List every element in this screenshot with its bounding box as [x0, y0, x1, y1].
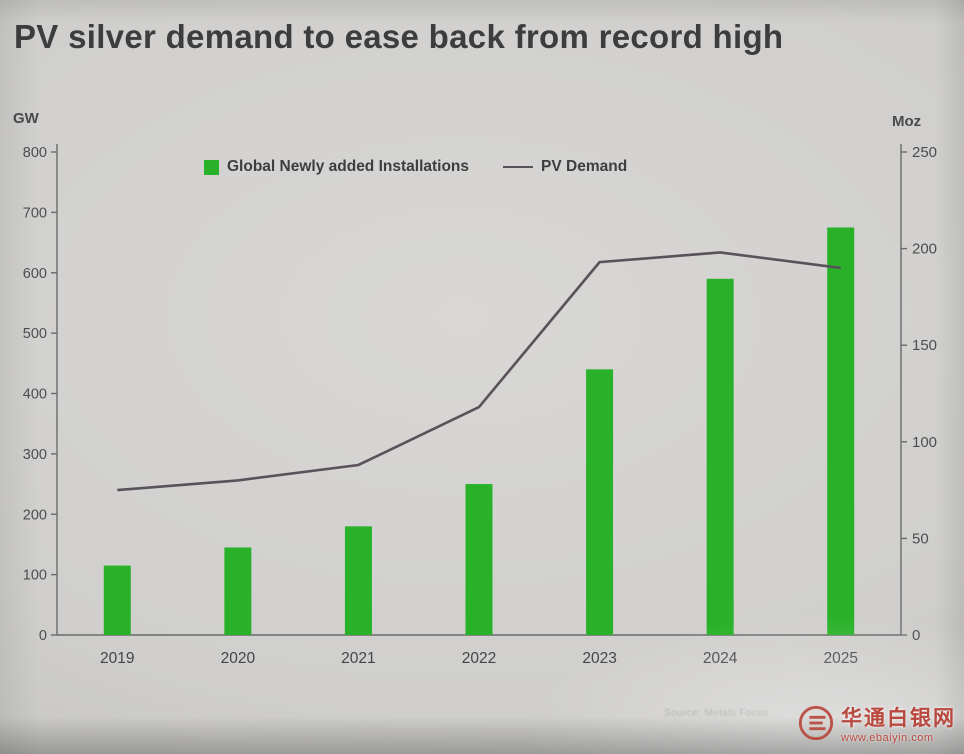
- slide-title: PV silver demand to ease back from recor…: [14, 18, 784, 55]
- right-axis-tick-label: 50: [912, 530, 929, 547]
- watermark-text: 华通白银网 www.ebaiyin.com: [841, 702, 956, 744]
- bar-2023: [586, 369, 614, 635]
- chart-legend: Global Newly added Installations PV Dema…: [204, 158, 627, 176]
- watermark-url: www.ebaiyin.com: [841, 732, 934, 744]
- left-axis-tick-label: 700: [23, 205, 47, 221]
- left-axis-tick-label: 500: [23, 326, 47, 342]
- bar-2020: [224, 547, 252, 635]
- left-axis-tick-label: 400: [23, 387, 47, 403]
- source-note: Source: Metals Focus: [664, 708, 769, 719]
- right-axis-unit-label: Moz: [892, 113, 922, 130]
- right-axis-tick-label: 250: [912, 144, 937, 161]
- pv-demand-line: [117, 251, 841, 492]
- x-tick-label-2025: 2025: [823, 650, 857, 667]
- left-axis-tick-label: 200: [23, 507, 47, 523]
- x-tick-label-2023: 2023: [582, 650, 616, 667]
- watermark: 华通白银网 www.ebaiyin.com: [797, 702, 956, 744]
- bar-2025: [827, 227, 855, 635]
- x-tick-label-2022: 2022: [462, 650, 496, 667]
- x-tick-label-2021: 2021: [341, 650, 375, 667]
- right-axis-tick-label: 100: [912, 434, 937, 451]
- bar-2024: [706, 278, 734, 635]
- installations-legend-label: Global Newly added Installations: [227, 158, 470, 175]
- left-axis-tick-label: 0: [39, 628, 47, 644]
- bar-2022: [465, 484, 493, 635]
- left-axis-tick-label: 800: [23, 145, 47, 161]
- bar-2019: [103, 565, 131, 635]
- pv-demand-legend-label: PV Demand: [541, 158, 628, 175]
- x-tick-label-2020: 2020: [221, 650, 256, 667]
- ebaiyin-logo-icon: [798, 705, 834, 741]
- left-axis-tick-label: 300: [23, 447, 47, 463]
- x-tick-label-2019: 2019: [100, 650, 134, 667]
- right-axis-tick-label: 0: [912, 627, 920, 644]
- left-axis-tick-label: 600: [23, 266, 47, 282]
- installations-legend-swatch: [204, 159, 219, 175]
- pv-demand-legend-line: [503, 166, 534, 168]
- watermark-name: 华通白银网: [841, 707, 956, 730]
- right-axis-tick-label: 200: [912, 241, 937, 258]
- bar-2021: [344, 526, 372, 635]
- x-tick-label-2024: 2024: [703, 650, 738, 667]
- right-axis-tick-label: 150: [912, 337, 937, 354]
- left-axis-unit-label: GW: [13, 110, 39, 127]
- left-axis-tick-label: 100: [23, 568, 47, 584]
